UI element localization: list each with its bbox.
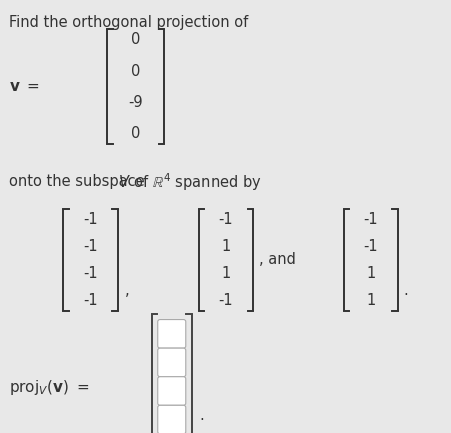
Text: -9: -9 [128,95,143,110]
Text: .: . [402,283,407,297]
Text: 1: 1 [221,266,230,281]
Text: -1: -1 [83,212,97,227]
Text: -1: -1 [218,212,233,227]
Text: Find the orthogonal projection of: Find the orthogonal projection of [9,15,248,30]
Text: .: . [199,408,204,423]
FancyBboxPatch shape [157,405,185,433]
Text: $\mathrm{proj}_V(\mathbf{v})\ =$: $\mathrm{proj}_V(\mathbf{v})\ =$ [9,378,89,397]
Text: 0: 0 [131,126,140,141]
FancyBboxPatch shape [157,320,185,348]
Text: $V$: $V$ [118,174,131,190]
Text: 0: 0 [131,64,140,78]
Text: 1: 1 [365,293,374,307]
Text: , and: , and [258,252,295,267]
Text: onto the subspace: onto the subspace [9,174,149,189]
Text: 0: 0 [131,32,140,47]
Text: -1: -1 [363,239,377,254]
Text: $\mathbf{v}$ $=$: $\mathbf{v}$ $=$ [9,79,40,94]
Text: -1: -1 [83,293,97,307]
FancyBboxPatch shape [157,348,185,377]
Text: -1: -1 [218,293,233,307]
Text: 1: 1 [221,239,230,254]
Text: -1: -1 [363,212,377,227]
Text: -1: -1 [83,239,97,254]
Text: of $\mathbb{R}^4$ spanned by: of $\mathbb{R}^4$ spanned by [129,171,261,193]
Text: -1: -1 [83,266,97,281]
Text: ,: , [125,283,129,297]
FancyBboxPatch shape [157,377,185,405]
Text: 1: 1 [365,266,374,281]
